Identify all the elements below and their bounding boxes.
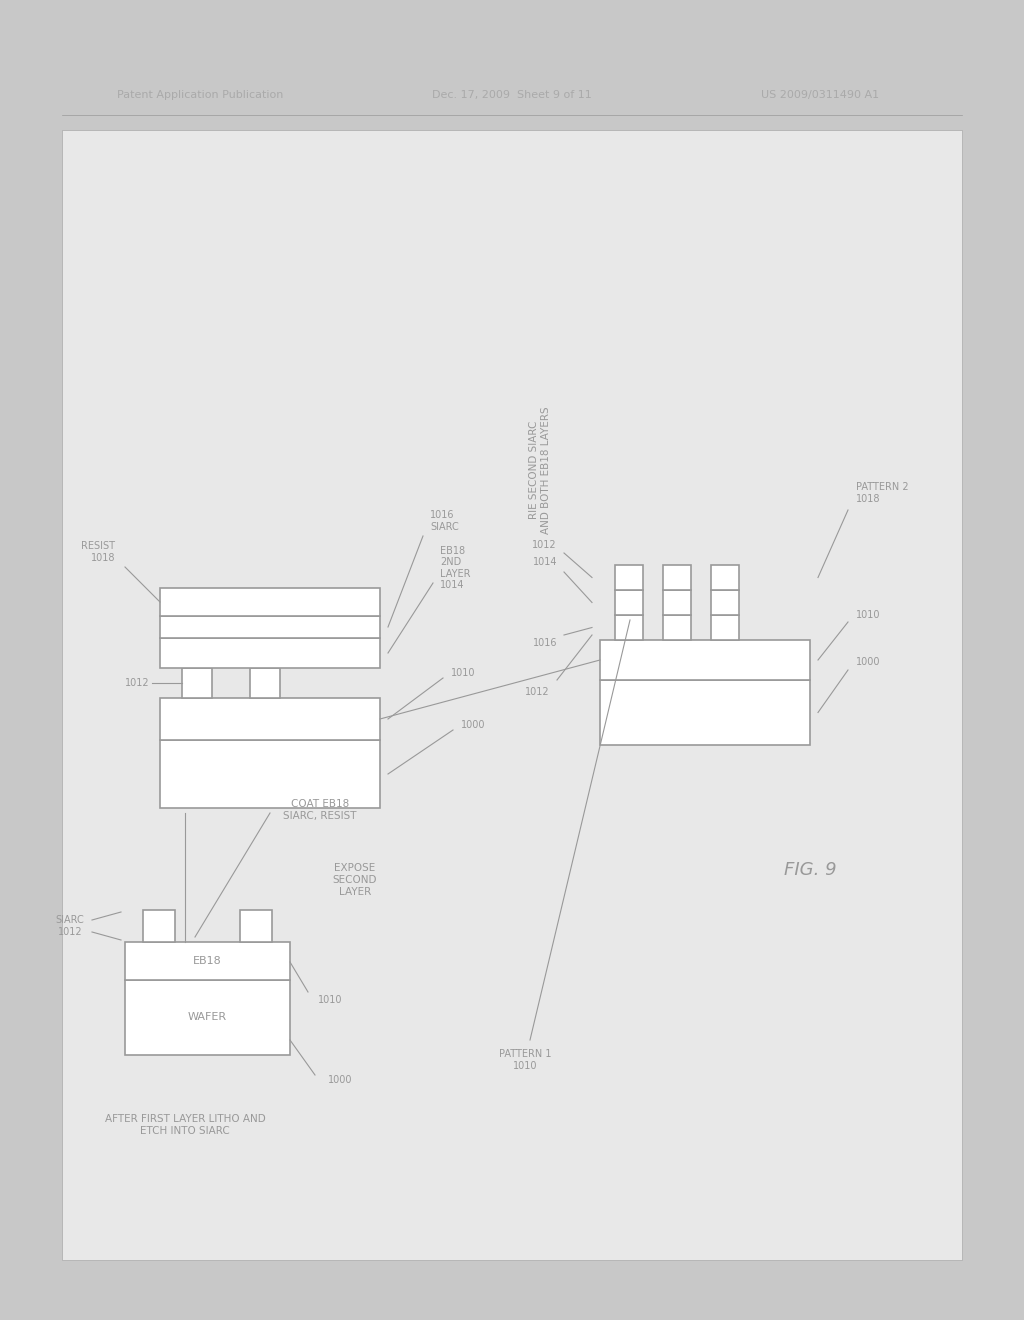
Text: Dec. 17, 2009  Sheet 9 of 11: Dec. 17, 2009 Sheet 9 of 11 xyxy=(432,90,592,100)
Text: 1000: 1000 xyxy=(328,1074,352,1085)
Text: PATTERN 1
1010: PATTERN 1 1010 xyxy=(499,1049,551,1071)
Text: US 2009/0311490 A1: US 2009/0311490 A1 xyxy=(761,90,879,100)
Bar xyxy=(160,698,380,741)
Bar xyxy=(615,565,643,590)
Text: EB18
2ND
LAYER
1014: EB18 2ND LAYER 1014 xyxy=(440,545,470,590)
Bar xyxy=(615,615,643,640)
Bar xyxy=(711,590,739,615)
Text: 1010: 1010 xyxy=(856,610,881,620)
Text: COAT EB18
SIARC, RESIST: COAT EB18 SIARC, RESIST xyxy=(284,799,356,821)
Text: 1016: 1016 xyxy=(532,638,557,648)
Text: FIG. 9: FIG. 9 xyxy=(783,861,837,879)
Text: Patent Application Publication: Patent Application Publication xyxy=(117,90,284,100)
Bar xyxy=(711,565,739,590)
Bar xyxy=(62,129,962,1261)
Text: 1010: 1010 xyxy=(451,668,475,678)
Text: 1012: 1012 xyxy=(525,686,550,697)
Bar xyxy=(663,615,691,640)
Bar xyxy=(143,909,175,942)
Bar xyxy=(160,741,380,808)
Bar xyxy=(615,590,643,615)
Bar xyxy=(160,587,380,616)
Text: 1000: 1000 xyxy=(856,657,881,667)
Text: PATTERN 2
1018: PATTERN 2 1018 xyxy=(856,482,908,504)
Text: 1010: 1010 xyxy=(318,995,342,1005)
Bar xyxy=(250,668,280,698)
Text: EXPOSE
SECOND
LAYER: EXPOSE SECOND LAYER xyxy=(333,863,377,896)
Bar xyxy=(240,909,272,942)
Text: 1012: 1012 xyxy=(532,540,557,550)
Text: 1016
SIARC: 1016 SIARC xyxy=(430,511,459,532)
Bar xyxy=(160,638,380,668)
Bar xyxy=(663,565,691,590)
Bar xyxy=(663,590,691,615)
Text: 1014: 1014 xyxy=(532,557,557,568)
Text: 1000: 1000 xyxy=(461,719,485,730)
Text: RIE SECOND SIARC
AND BOTH EB18 LAYERS: RIE SECOND SIARC AND BOTH EB18 LAYERS xyxy=(529,407,551,533)
Text: SIARC
1012: SIARC 1012 xyxy=(55,915,84,937)
Text: AFTER FIRST LAYER LITHO AND
ETCH INTO SIARC: AFTER FIRST LAYER LITHO AND ETCH INTO SI… xyxy=(104,1114,265,1135)
Text: WAFER: WAFER xyxy=(188,1012,227,1023)
Bar xyxy=(125,979,290,1055)
Bar xyxy=(600,640,810,680)
Text: RESIST
1018: RESIST 1018 xyxy=(81,541,115,562)
Bar xyxy=(711,615,739,640)
Bar xyxy=(125,942,290,979)
Text: 1012: 1012 xyxy=(125,678,150,688)
Bar xyxy=(160,616,380,638)
Bar xyxy=(182,668,212,698)
Text: EB18: EB18 xyxy=(194,956,222,966)
Bar xyxy=(600,680,810,744)
